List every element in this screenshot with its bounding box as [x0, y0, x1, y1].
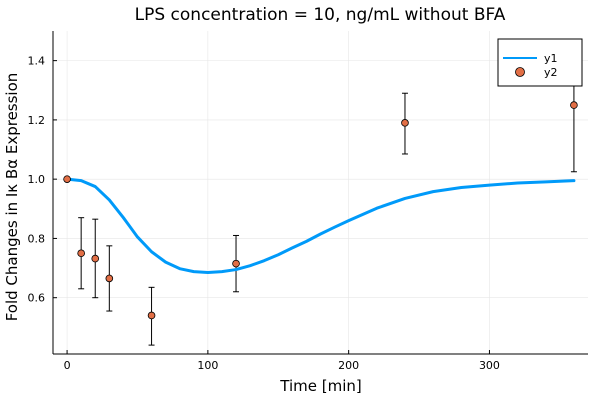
legend-label-y1: y1 [544, 52, 558, 65]
data-point [77, 249, 85, 258]
x-tick-label: 200 [338, 359, 359, 372]
tick-labels: 0 100 200 300 0.6 0.8 1.0 1.2 1.4 [28, 55, 500, 372]
chart-title: LPS concentration = 10, ng/mL without BF… [135, 5, 506, 25]
data-point [105, 274, 114, 283]
y-axis-label: Fold Changes in Iκ Bα Expression [3, 73, 21, 322]
y-tick-label: 1.2 [28, 114, 46, 127]
series-y1 [65, 177, 576, 275]
y-tick-label: 0.6 [28, 292, 46, 305]
data-point [147, 311, 156, 320]
y-tick-label: 1.4 [28, 55, 46, 68]
series-line-y1 [65, 177, 576, 275]
x-tick-label: 0 [64, 359, 71, 372]
legend-marker-swatch [515, 67, 525, 77]
legend: y1 y2 [497, 38, 583, 87]
x-tick-label: 300 [479, 359, 500, 372]
axes [52, 31, 588, 355]
data-point [232, 259, 240, 268]
data-point [63, 175, 71, 183]
x-tick-label: 100 [197, 359, 218, 372]
legend-label-y2: y2 [544, 66, 558, 79]
series-y2 [63, 101, 578, 320]
data-point [91, 254, 100, 263]
legend-box [497, 38, 583, 87]
y-tick-label: 1.0 [28, 173, 46, 186]
x-axis-label: Time [min] [279, 377, 361, 395]
y-tick-label: 0.8 [28, 232, 46, 245]
data-point [401, 119, 409, 127]
data-point [570, 101, 578, 109]
